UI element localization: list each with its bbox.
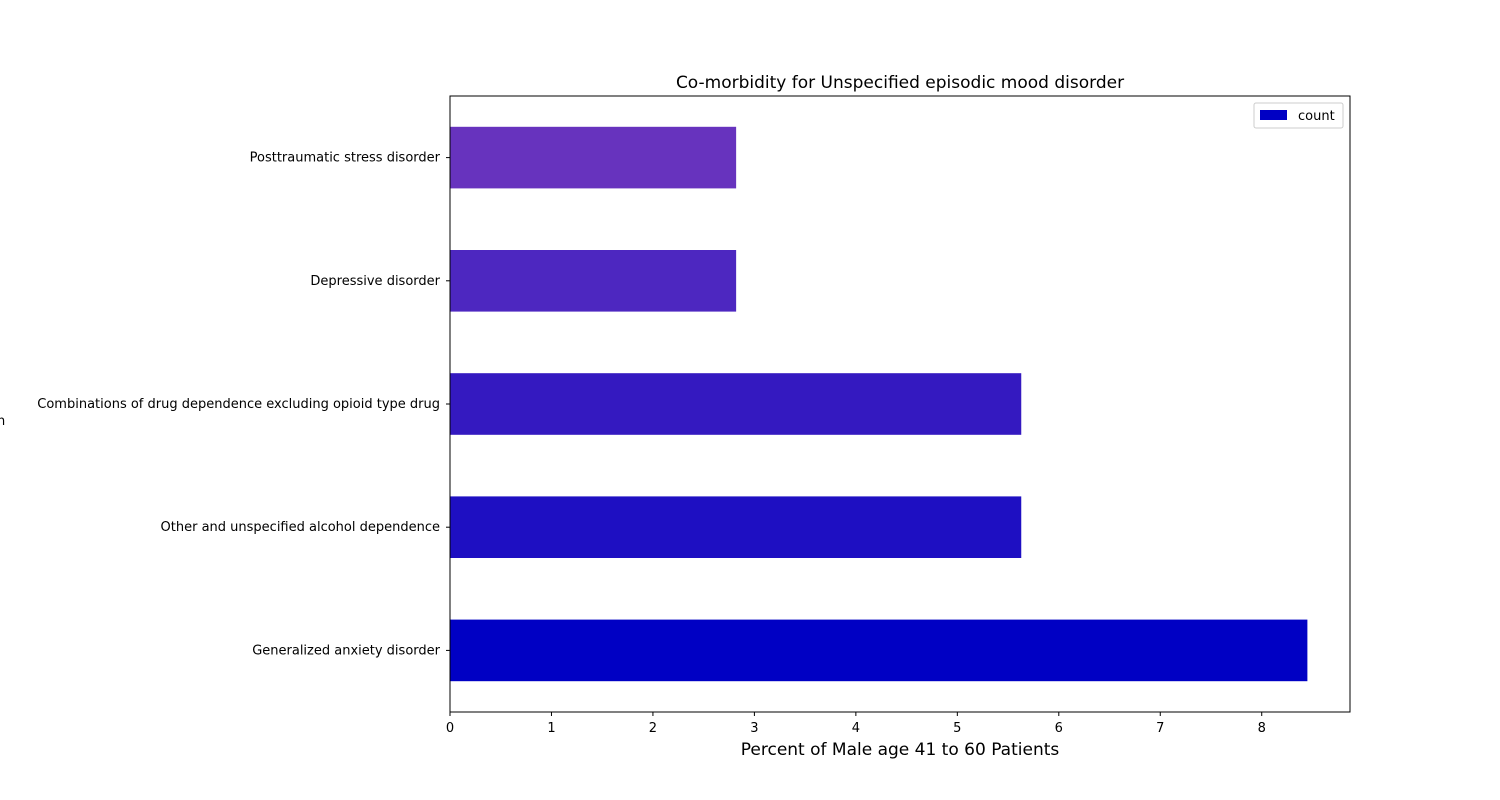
- x-tick-label: 7: [1156, 721, 1164, 736]
- y-tick-label: Other and unspecified alcohol dependence: [161, 520, 440, 535]
- x-axis-label: Percent of Male age 41 to 60 Patients: [741, 740, 1060, 760]
- x-tick-label: 4: [852, 721, 860, 736]
- y-tick-label: Posttraumatic stress disorder: [250, 151, 441, 166]
- bar: [450, 373, 1022, 435]
- y-ticks-group: Generalized anxiety disorder Other and un…: [37, 151, 450, 658]
- y-tick-label: Combinations of drug dependence excludin…: [37, 397, 440, 412]
- x-tick-label: 1: [547, 721, 555, 736]
- bar: [450, 496, 1022, 558]
- legend-box: [1253, 102, 1344, 129]
- x-ticks-group: 0 1 2 3 4 5 6 7 8: [446, 712, 1266, 736]
- bar: [450, 250, 737, 312]
- plot-area-frame: [449, 95, 1351, 713]
- x-tick-label: 8: [1258, 721, 1266, 736]
- bars-group: [450, 126, 1308, 682]
- y-tick-label: Generalized anxiety disorder: [252, 643, 440, 658]
- x-tick-label: 3: [750, 721, 758, 736]
- legend-swatch: [1260, 110, 1287, 120]
- chart-title: Co-morbidity for Unspecified episodic mo…: [676, 73, 1124, 93]
- legend: count: [1253, 102, 1344, 129]
- bar: [450, 619, 1308, 682]
- x-tick-label: 2: [649, 721, 657, 736]
- x-tick-label: 6: [1055, 721, 1063, 736]
- y-axis-label: n: [0, 414, 5, 429]
- x-tick-label: 5: [953, 721, 961, 736]
- y-tick-label: Depressive disorder: [310, 274, 440, 289]
- bar: [450, 126, 737, 189]
- legend-label: count: [1298, 109, 1335, 124]
- x-tick-label: 0: [446, 721, 454, 736]
